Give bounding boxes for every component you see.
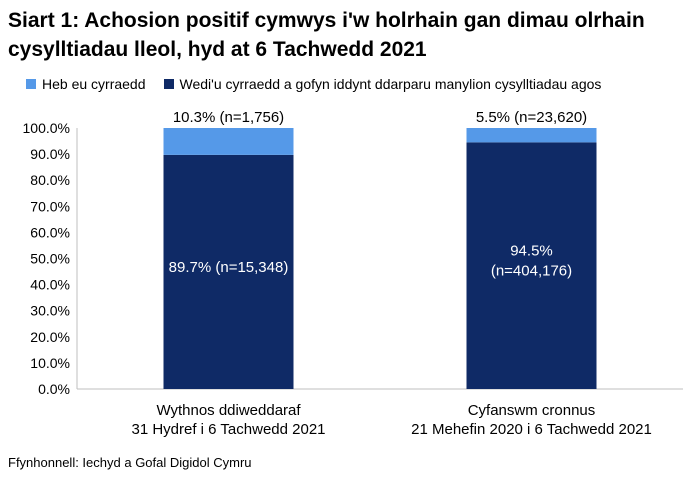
x-category-label: Wythnos ddiweddaraf bbox=[156, 402, 301, 419]
legend-item-reached: Wedi'u cyrraedd a gofyn iddynt ddarparu … bbox=[163, 76, 602, 92]
y-tick-label: 50.0% bbox=[30, 251, 70, 267]
x-category-label: Cyfanswm cronnus bbox=[468, 402, 596, 419]
legend-item-not-reached: Heb eu cyrraedd bbox=[26, 76, 146, 92]
legend-label-not-reached: Heb eu cyrraedd bbox=[42, 76, 146, 92]
bar-segment-reached bbox=[163, 154, 294, 389]
legend-swatch-reached bbox=[163, 79, 174, 89]
data-label-reached: 94.5% bbox=[510, 243, 553, 260]
y-tick-label: 0.0% bbox=[38, 381, 70, 397]
bar-segment-not-reached bbox=[163, 128, 294, 155]
y-tick-label: 30.0% bbox=[30, 303, 70, 319]
y-tick-label: 10.0% bbox=[30, 355, 70, 371]
bar-segment-not-reached bbox=[466, 128, 597, 143]
y-tick-label: 70.0% bbox=[30, 198, 70, 214]
chart-legend: Heb eu cyrraedd Wedi'u cyrraedd a gofyn … bbox=[26, 74, 619, 94]
bar-segment-reached bbox=[466, 142, 597, 389]
legend-swatch-not-reached bbox=[26, 79, 36, 89]
legend-label-reached: Wedi'u cyrraedd a gofyn iddynt ddarparu … bbox=[179, 76, 602, 92]
data-label-not-reached: 5.5% (n=23,620) bbox=[476, 109, 587, 126]
y-tick-label: 60.0% bbox=[30, 224, 70, 240]
y-tick-label: 40.0% bbox=[30, 277, 70, 293]
y-tick-label: 80.0% bbox=[30, 172, 70, 188]
x-category-label: 21 Mehefin 2020 i 6 Tachwedd 2021 bbox=[411, 421, 652, 438]
x-category-label: 31 Hydref i 6 Tachwedd 2021 bbox=[131, 421, 325, 438]
y-tick-label: 20.0% bbox=[30, 329, 70, 345]
data-label-reached: 89.7% (n=15,348) bbox=[169, 259, 289, 276]
chart-title: Siart 1: Achosion positif cymwys i'w hol… bbox=[8, 9, 645, 61]
y-tick-label: 100.0% bbox=[23, 120, 70, 136]
y-tick-label: 90.0% bbox=[30, 146, 70, 162]
source-note: Ffynhonnell: Iechyd a Gofal Digidol Cymr… bbox=[8, 455, 252, 470]
data-label-reached: (n=404,176) bbox=[491, 263, 572, 280]
data-label-not-reached: 10.3% (n=1,756) bbox=[173, 109, 284, 126]
